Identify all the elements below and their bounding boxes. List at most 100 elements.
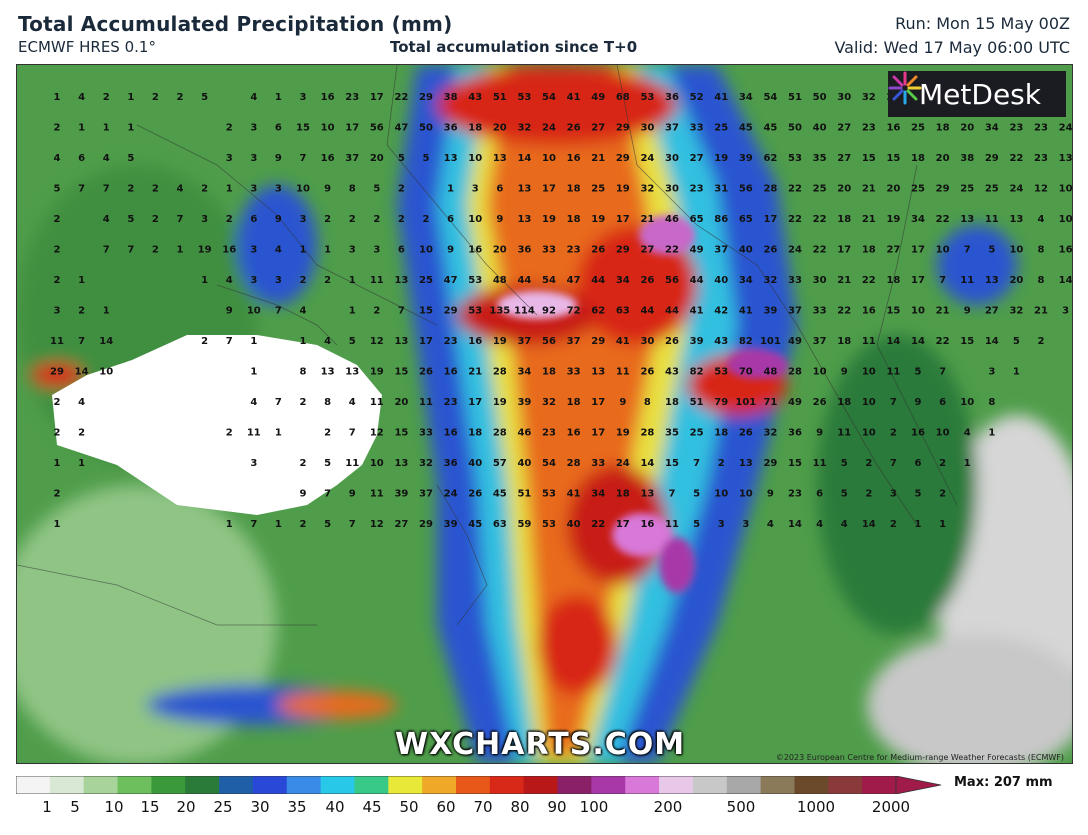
precip-value: 36: [788, 428, 802, 439]
precip-value: 10: [936, 245, 950, 256]
precip-value: 17: [911, 245, 925, 256]
precip-value: 5: [841, 489, 848, 500]
precip-value: 13: [345, 367, 359, 378]
precip-value: 36: [444, 123, 458, 134]
precip-value: 29: [616, 153, 630, 164]
precip-value: 16: [886, 123, 900, 134]
precip-value: 18: [911, 153, 925, 164]
precip-value: 47: [567, 275, 581, 286]
precip-value: 1: [964, 458, 971, 469]
precip-value: 3: [201, 214, 208, 225]
legend-tick-label: 1000: [796, 798, 836, 816]
legend-swatch: [83, 776, 119, 794]
precip-value: 3: [349, 245, 356, 256]
precip-value: 2: [201, 336, 208, 347]
precip-value: 18: [542, 367, 556, 378]
precip-value: 11: [886, 367, 900, 378]
precip-value: 4: [300, 306, 307, 317]
precip-value: 3: [1062, 306, 1069, 317]
precip-value: 34: [591, 489, 605, 500]
precip-value: 33: [542, 245, 556, 256]
precip-value: 101: [760, 336, 781, 347]
precip-value: 2: [152, 184, 159, 195]
legend-tick-label: 40: [325, 798, 345, 816]
precip-value: 4: [275, 245, 282, 256]
precip-value: 7: [939, 367, 946, 378]
precip-value: 23: [345, 92, 359, 103]
precip-value: 41: [739, 306, 753, 317]
precip-value: 1: [103, 306, 110, 317]
precip-value: 3: [275, 184, 282, 195]
precip-value: 13: [444, 153, 458, 164]
precip-value: 3: [300, 92, 307, 103]
precip-value: 22: [788, 184, 802, 195]
precip-value: 43: [468, 92, 482, 103]
precip-value: 14: [985, 336, 999, 347]
precip-value: 22: [1009, 153, 1023, 164]
precip-value: 39: [517, 397, 531, 408]
precip-value: 34: [517, 367, 531, 378]
precip-value: 63: [616, 306, 630, 317]
precip-value: 26: [665, 336, 679, 347]
precip-value: 27: [837, 123, 851, 134]
precip-value: 23: [542, 428, 556, 439]
precip-value: 1: [78, 458, 85, 469]
precip-value: 51: [788, 92, 802, 103]
precip-value: 25: [911, 123, 925, 134]
precip-value: 2: [939, 458, 946, 469]
legend-swatch: [117, 776, 152, 794]
precip-value: 10: [370, 458, 384, 469]
precip-value: 26: [567, 123, 581, 134]
precip-value: 2: [300, 519, 307, 530]
precip-value: 33: [419, 428, 433, 439]
precip-value: 41: [690, 306, 704, 317]
precip-value: 21: [936, 306, 950, 317]
precip-value: 8: [1038, 275, 1045, 286]
precip-value: 35: [665, 428, 679, 439]
precip-value: 1: [275, 428, 282, 439]
precip-value: 27: [591, 123, 605, 134]
precip-value: 38: [960, 153, 974, 164]
precip-value: 20: [394, 397, 408, 408]
precip-value: 37: [788, 306, 802, 317]
precip-value: 20: [370, 153, 384, 164]
precip-value-grid: 1 4 2 1 2 2 5 4 1 3 16 23 17 22 29 38 43 51 53 54 41 49 68 53 36…: [50, 92, 1072, 530]
precip-value: 1: [324, 245, 331, 256]
precip-value: 1: [54, 519, 61, 530]
precip-value: 18: [665, 397, 679, 408]
precip-value: 25: [985, 184, 999, 195]
precip-value: 28: [763, 184, 777, 195]
precip-value: 49: [591, 92, 605, 103]
precip-value: 2: [718, 458, 725, 469]
precip-value: 46: [517, 428, 531, 439]
precip-value: 22: [665, 245, 679, 256]
precip-value: 13: [1009, 214, 1023, 225]
precip-value: 27: [837, 153, 851, 164]
borders: [17, 65, 958, 626]
precip-value: 39: [690, 336, 704, 347]
precip-value: 10: [911, 306, 925, 317]
precip-value: 26: [640, 275, 654, 286]
legend-ticks: 1 5 10 15 20 25 30 35 40 45 50 60 70 80 90 100 200 500 100…: [16, 798, 946, 818]
precip-value: 46: [665, 214, 679, 225]
precip-value: 5: [127, 153, 134, 164]
precip-value: 23: [567, 245, 581, 256]
precip-value: 7: [127, 245, 134, 256]
precip-value: 7: [939, 275, 946, 286]
precipitation-map[interactable]: 1 4 2 1 2 2 5 4 1 3 16 23 17 22 29 38 43 51 53 54 41 49 68 53 36…: [16, 64, 1073, 764]
precip-value: 11: [50, 336, 64, 347]
color-legend-bar: [16, 776, 942, 794]
precip-value: 2: [300, 275, 307, 286]
precip-value: 9: [767, 489, 774, 500]
precip-value: 30: [640, 336, 654, 347]
precip-value: 19: [493, 336, 507, 347]
precip-value: 135: [489, 306, 510, 317]
precip-value: 18: [468, 428, 482, 439]
precip-value: 8: [1038, 245, 1045, 256]
precip-value: 25: [960, 184, 974, 195]
precip-value: 1: [250, 336, 257, 347]
precip-value: 44: [517, 275, 531, 286]
precip-value: 4: [349, 397, 356, 408]
precip-value: 53: [788, 153, 802, 164]
precip-value: 2: [103, 92, 110, 103]
